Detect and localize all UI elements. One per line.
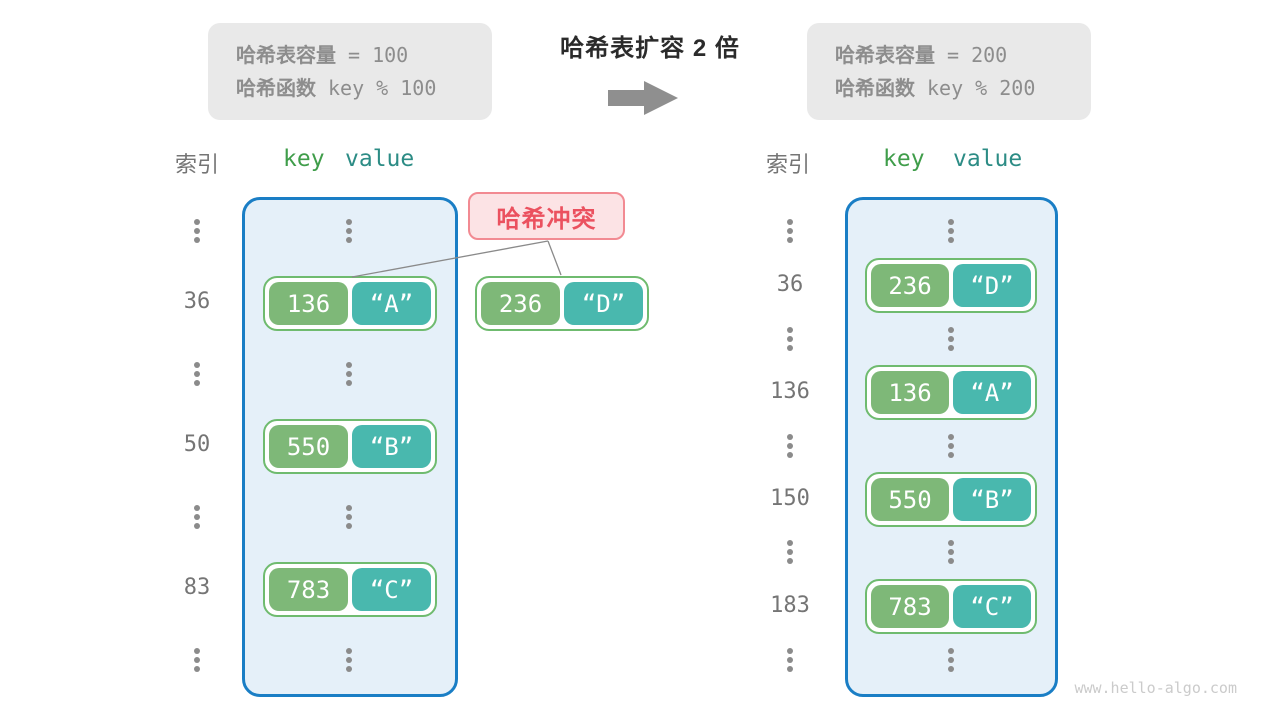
ellipsis-icon [193,648,201,672]
expand-title: 哈希表扩容 2 倍 [560,35,740,62]
ellipsis-icon [947,648,955,672]
index-label: 50 [183,432,211,457]
watermark: www.hello-algo.com [1074,679,1237,697]
capacity-line: 哈希表容量 = 100 [236,42,492,69]
right-arrow-head-icon [644,81,678,115]
ellipsis-icon [193,219,201,243]
right-value-header: value [953,146,1023,172]
ellipsis-icon [193,505,201,529]
index-label: 36 [183,289,211,314]
key-cell: 136 [871,371,949,414]
left-index-header: 索引 [174,152,219,177]
key-cell: 550 [871,478,949,521]
key-cell: 136 [269,282,348,325]
pair-236-D: 236 “D” [475,276,649,331]
capacity-box-before: 哈希表容量 = 100 哈希函数 key % 100 [208,23,492,120]
capacity-box-after: 哈希表容量 = 200 哈希函数 key % 200 [807,23,1091,120]
left-value-header: value [345,146,415,172]
hash-function-label: 哈希函数 [236,77,316,100]
ellipsis-icon [345,362,353,386]
value-cell: “C” [352,568,431,611]
ellipsis-icon [947,327,955,351]
hash-function-line: 哈希函数 key % 100 [236,75,492,102]
value-cell: “D” [953,264,1031,307]
ellipsis-icon [786,327,794,351]
pair-236-D: 236 “D” [865,258,1037,313]
index-label: 83 [183,575,211,600]
ellipsis-icon [786,648,794,672]
hash-function-value: key % 100 [328,75,437,100]
value-cell: “A” [352,282,431,325]
ellipsis-icon [947,219,955,243]
pair-136-A: 136 “A” [263,276,437,331]
hash-function-value: key % 200 [927,75,1036,100]
collision-callout: 哈希冲突 [468,192,625,240]
index-label: 136 [770,379,810,404]
ellipsis-icon [947,434,955,458]
value-cell: “A” [953,371,1031,414]
pair-550-B: 550 “B” [263,419,437,474]
right-key-header: key [883,146,925,172]
capacity-value: = 100 [348,42,409,67]
key-cell: 783 [871,585,949,628]
key-cell: 550 [269,425,348,468]
ellipsis-icon [947,540,955,564]
ellipsis-icon [345,505,353,529]
index-label: 150 [770,486,810,511]
capacity-label: 哈希表容量 [835,44,935,67]
ellipsis-icon [345,219,353,243]
index-label: 183 [770,593,810,618]
capacity-label: 哈希表容量 [236,44,336,67]
left-key-header: key [283,146,325,172]
value-cell: “D” [564,282,643,325]
capacity-value: = 200 [947,42,1008,67]
value-cell: “B” [953,478,1031,521]
ellipsis-icon [786,434,794,458]
ellipsis-icon [193,362,201,386]
pair-550-B: 550 “B” [865,472,1037,527]
hash-function-label: 哈希函数 [835,77,915,100]
value-cell: “B” [352,425,431,468]
capacity-line: 哈希表容量 = 200 [835,42,1091,69]
value-cell: “C” [953,585,1031,628]
pair-783-C: 783 “C” [263,562,437,617]
key-cell: 236 [481,282,560,325]
ellipsis-icon [786,540,794,564]
ellipsis-icon [345,648,353,672]
pair-783-C: 783 “C” [865,579,1037,634]
ellipsis-icon [786,219,794,243]
key-cell: 236 [871,264,949,307]
index-label: 36 [776,272,804,297]
hash-function-line: 哈希函数 key % 200 [835,75,1091,102]
key-cell: 783 [269,568,348,611]
pair-136-A: 136 “A” [865,365,1037,420]
right-index-header: 索引 [765,152,810,177]
right-arrow-icon [608,90,644,106]
